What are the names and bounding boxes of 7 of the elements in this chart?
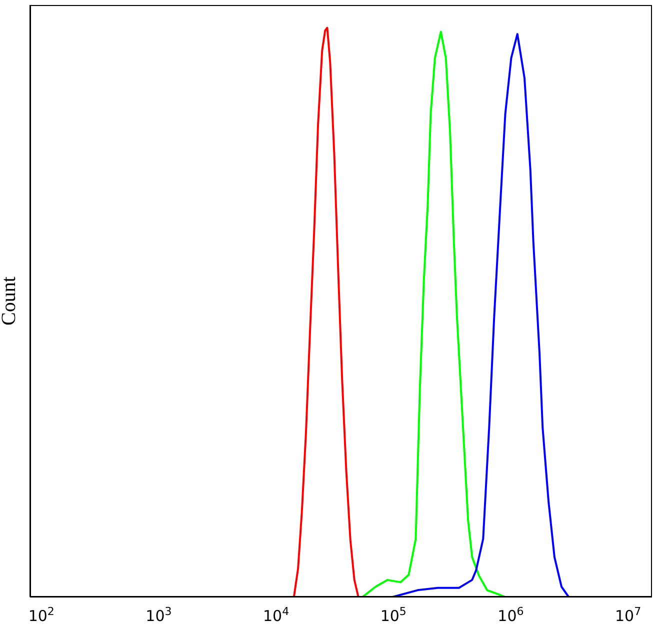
x-tick-label: 10$^{4}$ bbox=[262, 604, 290, 625]
x-tick-label: 10$^{6}$ bbox=[498, 604, 524, 625]
x-tick-label: 10$^{2}$ bbox=[28, 604, 54, 625]
y-axis-title: Count bbox=[0, 276, 20, 326]
x-tick-label: 10$^{5}$ bbox=[380, 604, 406, 625]
x-tick-label: 10$^{3}$ bbox=[146, 604, 172, 625]
x-tick-label: 10$^{7}$ bbox=[615, 604, 642, 625]
